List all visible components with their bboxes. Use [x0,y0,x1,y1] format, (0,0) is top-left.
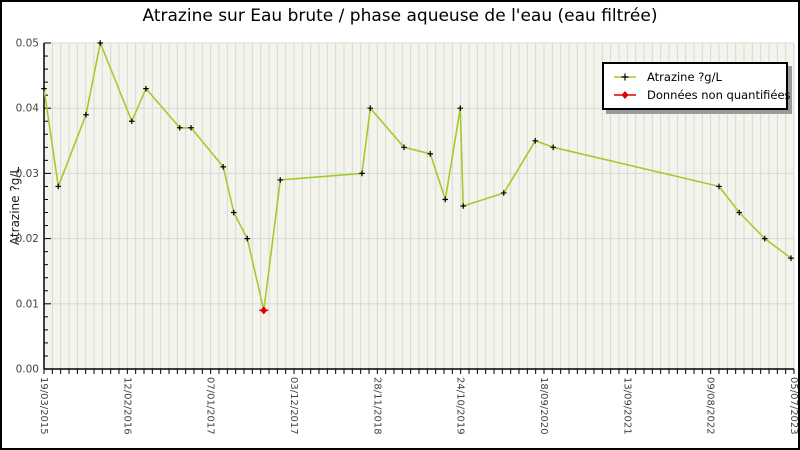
data-point-marker [230,209,237,216]
data-point-marker [427,151,434,157]
legend-item-atrazine: Atrazine ?g/L [612,68,782,86]
y-tick-label: 0.01 [16,298,39,310]
data-point-marker [761,235,768,242]
data-point-marker [788,255,794,261]
data-point-marker [367,105,374,111]
data-point-marker [277,177,284,183]
data-point-marker [401,144,407,151]
green-line-plus-marker-icon [614,73,636,81]
data-point-marker [128,118,135,125]
y-tick-label: 0.02 [16,233,39,245]
x-tick-label: 19/03/2015 [38,377,49,435]
data-point-marker [41,85,47,92]
x-tick-label: 24/10/2019 [455,377,466,435]
y-tick-label: 0.05 [16,38,39,50]
y-tick-label: 0.04 [16,103,40,115]
x-tick-label: 28/11/2018 [371,377,382,435]
data-point-marker [736,209,743,216]
x-tick-label: 09/08/2022 [705,377,716,435]
data-point-marker [532,138,539,144]
data-point-marker [176,124,183,131]
x-tick-label: 12/02/2016 [121,377,132,435]
data-point-marker [220,164,227,170]
data-point-marker [457,105,464,111]
y-tick-label: 0.00 [16,364,39,376]
data-point-marker [83,111,89,118]
data-point-marker [716,183,722,190]
legend-label-non-quantified: Données non quantifiées [647,88,791,102]
y-tick-label: 0.03 [16,168,39,180]
data-point-marker [359,170,365,177]
data-point-marker [97,40,104,46]
legend-label-atrazine: Atrazine ?g/L [647,70,722,84]
data-point-marker [500,190,507,196]
data-point-marker [55,183,62,190]
legend-item-non-quantified: Données non quantifiées [612,86,791,104]
x-tick-label: 03/12/2017 [288,377,299,435]
chart-title: Atrazine sur Eau brute / phase aqueuse d… [142,6,658,26]
x-tick-label: 07/01/2017 [205,377,216,435]
data-point-marker [143,85,149,92]
x-tick-label: 13/09/2021 [621,377,632,435]
red-line-diamond-marker-icon [614,91,636,99]
non-quantified-marker [260,306,268,315]
legend: Atrazine ?g/L Données non quantifiées [602,62,791,110]
data-point-marker [244,235,251,242]
data-point-marker [460,203,467,209]
data-point-marker [442,196,449,203]
data-point-marker [550,144,557,151]
data-point-marker [188,124,194,131]
x-tick-label: 18/09/2020 [538,377,549,435]
x-tick-label: 05/07/2023 [788,377,799,435]
